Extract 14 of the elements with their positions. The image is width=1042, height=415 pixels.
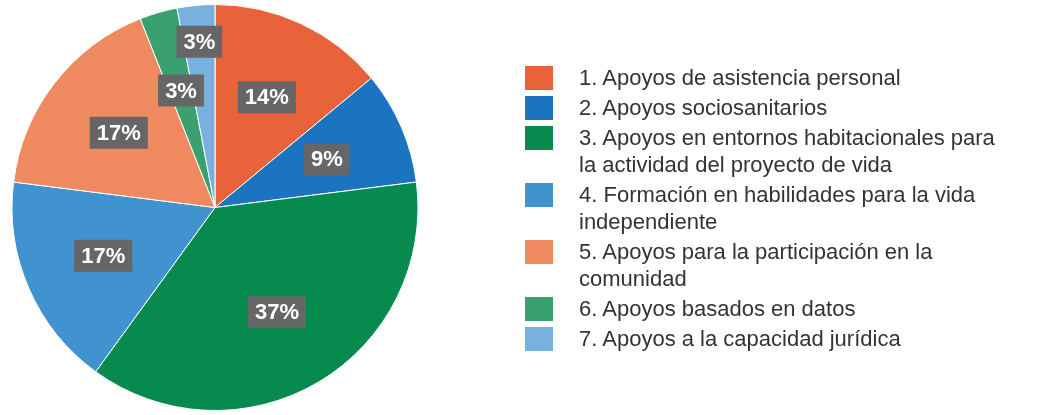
- legend-label: 6. Apoyos basados en datos: [579, 294, 856, 322]
- data-label: 3%: [183, 28, 216, 54]
- data-label: 9%: [310, 146, 343, 172]
- data-label: 17%: [96, 119, 141, 145]
- legend-label: 2. Apoyos sociosanitarios: [579, 93, 828, 121]
- data-label: 14%: [244, 84, 289, 110]
- legend-label: 4. Formación en habilidades para la vida independiente: [579, 180, 977, 235]
- legend-label: 3. Apoyos en entornos habitacionales para la actividad del proyecto de vida: [579, 123, 995, 178]
- legend-label: 1. Apoyos de asistencia personal: [579, 63, 901, 91]
- legend-label: 5. Apoyos para la participación en la comunidad: [579, 237, 934, 292]
- legend-label: 7. Apoyos a la capacidad jurídica: [579, 324, 901, 352]
- data-label: 17%: [81, 242, 126, 268]
- data-label: 37%: [254, 299, 300, 325]
- data-label: 3%: [165, 77, 197, 103]
